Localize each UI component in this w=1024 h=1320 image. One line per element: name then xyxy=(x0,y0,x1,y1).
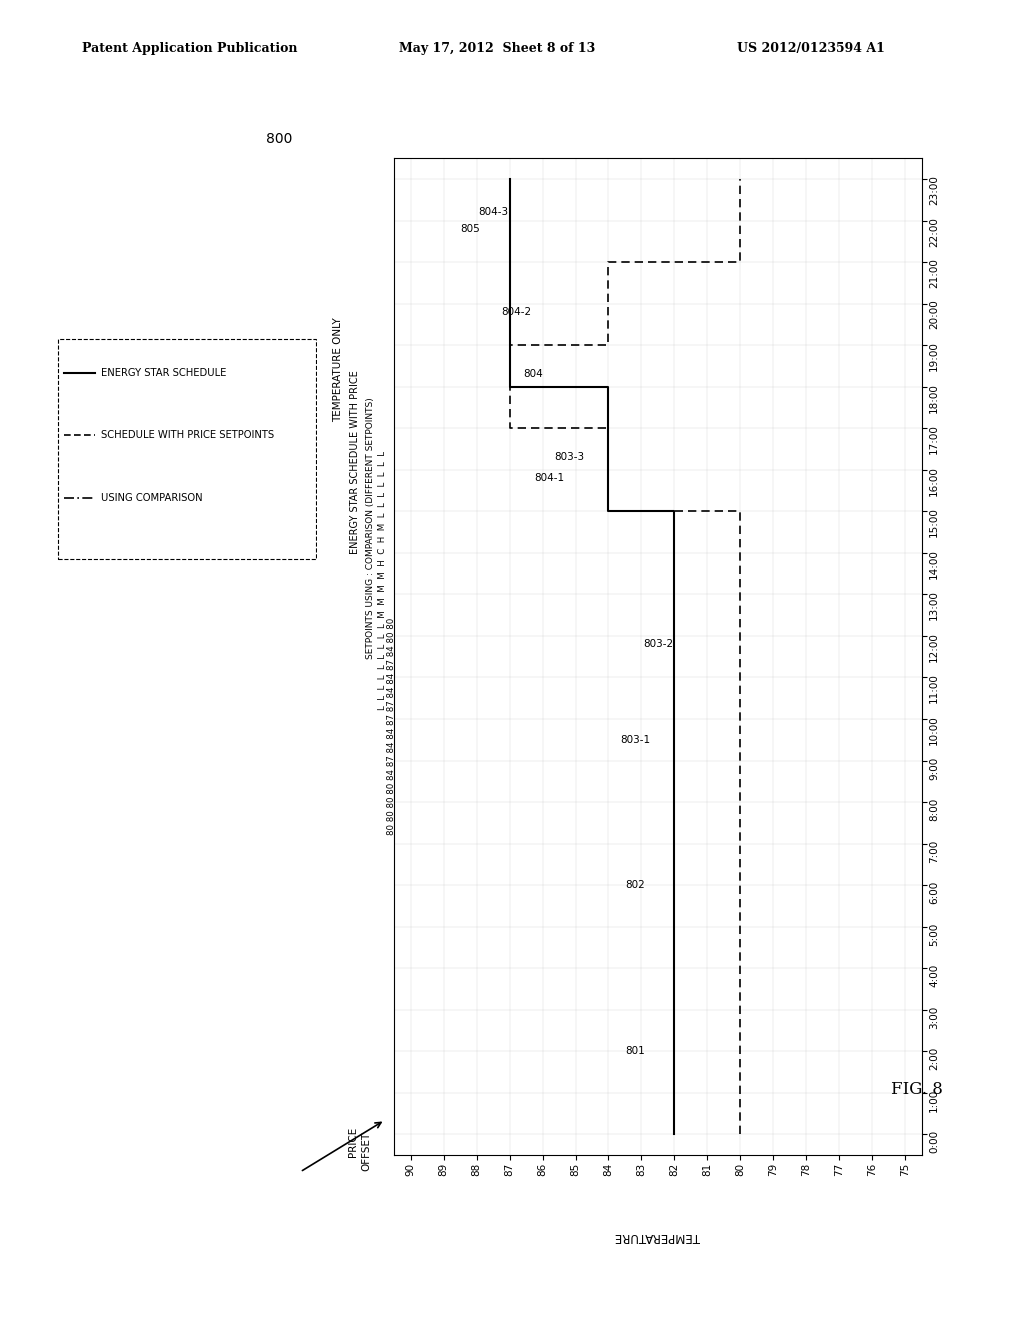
Text: 805: 805 xyxy=(460,224,480,234)
Text: PRICE: PRICE xyxy=(348,1127,358,1156)
Text: ENERGY STAR SCHEDULE: ENERGY STAR SCHEDULE xyxy=(100,367,226,378)
X-axis label: TEMPERATURE: TEMPERATURE xyxy=(615,1230,700,1242)
Text: 802: 802 xyxy=(625,880,645,890)
Text: 803-1: 803-1 xyxy=(620,735,650,744)
Text: 803-2: 803-2 xyxy=(643,639,673,649)
Text: 804-3: 804-3 xyxy=(478,207,508,218)
Text: TEMPERATURE ONLY: TEMPERATURE ONLY xyxy=(333,317,343,422)
Text: 800: 800 xyxy=(266,132,293,145)
Text: US 2012/0123594 A1: US 2012/0123594 A1 xyxy=(737,42,885,55)
Text: 804: 804 xyxy=(523,370,543,379)
Text: Patent Application Publication: Patent Application Publication xyxy=(82,42,297,55)
Text: 804-2: 804-2 xyxy=(501,308,531,317)
Text: OFFSET: OFFSET xyxy=(361,1131,372,1171)
Text: FIG. 8: FIG. 8 xyxy=(891,1081,942,1097)
Text: L  L  L  L  L  L  L  L  L  M  M  M  M  H  C  H  M  L  L  L  L  L  L  L: L L L L L L L L L M M M M H C H M L L L … xyxy=(379,451,387,710)
Text: SCHEDULE WITH PRICE SETPOINTS: SCHEDULE WITH PRICE SETPOINTS xyxy=(100,430,273,441)
Text: 80 80 80 80 84 87 84 84 87 87 84 84 87 84 80 80: 80 80 80 80 84 87 84 84 87 87 84 84 87 8… xyxy=(387,618,395,834)
Text: 803-3: 803-3 xyxy=(554,453,584,462)
Text: 804-1: 804-1 xyxy=(535,473,564,483)
Text: USING COMPARISON: USING COMPARISON xyxy=(100,494,203,503)
Text: 801: 801 xyxy=(625,1047,645,1056)
Text: SETPOINTS USING : COMPARISON (DIFFERENT SETPOINTS): SETPOINTS USING : COMPARISON (DIFFERENT … xyxy=(367,397,375,659)
Text: May 17, 2012  Sheet 8 of 13: May 17, 2012 Sheet 8 of 13 xyxy=(399,42,596,55)
Text: ENERGY STAR SCHEDULE WITH PRICE: ENERGY STAR SCHEDULE WITH PRICE xyxy=(350,370,360,554)
